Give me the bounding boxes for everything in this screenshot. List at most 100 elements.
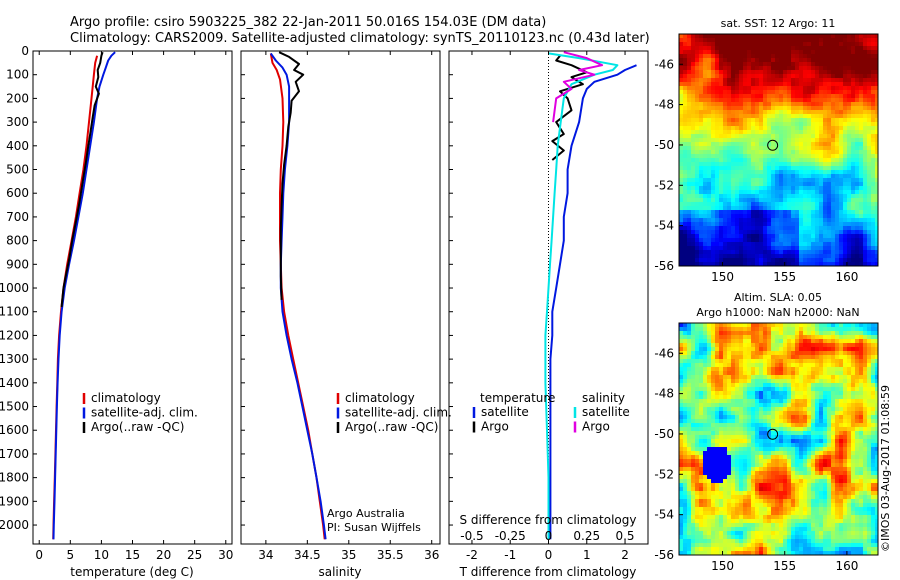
sst-map-cell — [799, 106, 804, 111]
sst-map-cell — [707, 50, 712, 55]
sst-map-cell — [759, 230, 764, 235]
sla-map-cell — [775, 399, 780, 404]
sla-map-cell — [735, 463, 740, 468]
sst-map-cell — [755, 114, 760, 119]
sla-map-cell — [787, 423, 792, 428]
sla-map-cell — [739, 387, 744, 392]
sla-map-cell — [747, 447, 752, 452]
sst-map-cell — [787, 238, 792, 243]
sla-map-cell — [811, 471, 816, 476]
sla-map-cell — [815, 455, 820, 460]
sla-map-cell — [771, 459, 776, 464]
sst-map-cell — [823, 54, 828, 59]
sst-map-cell — [695, 34, 700, 39]
sst-map-cell — [695, 234, 700, 239]
sla-map-cell — [803, 459, 808, 464]
sla-map-cell — [823, 327, 828, 332]
sst-map-cell — [779, 162, 784, 167]
sla-map-cell — [679, 435, 684, 440]
sst-map-cell — [763, 218, 768, 223]
sst-map-cell — [855, 178, 860, 183]
sst-map-cell — [795, 162, 800, 167]
sla-map-cell — [831, 451, 836, 456]
sla-map-cell — [819, 375, 824, 380]
sst-map-cell — [847, 150, 852, 155]
sst-map-cell — [843, 146, 848, 151]
sst-map-cell — [863, 102, 868, 107]
sst-map-cell — [819, 262, 824, 266]
sst-map-cell — [875, 70, 878, 75]
sst-map-cell — [727, 106, 732, 111]
sst-map-cell — [839, 114, 844, 119]
sst-map-cell — [735, 94, 740, 99]
sla-map-cell — [779, 415, 784, 420]
sst-map-cell — [799, 58, 804, 63]
sla-map-cell — [779, 359, 784, 364]
sla-map-cell — [855, 451, 860, 456]
sla-map-cell — [827, 447, 832, 452]
sla-map-cell — [707, 459, 712, 464]
sst-map-cell — [759, 174, 764, 179]
sla-map-cell — [727, 455, 732, 460]
sla-map-cell — [739, 467, 744, 472]
sst-map-cell — [875, 174, 878, 179]
sla-map-cell — [687, 447, 692, 452]
sst-map-cell — [727, 242, 732, 247]
sst-map-cell — [863, 46, 868, 51]
sla-map-cell — [787, 403, 792, 408]
sla-map-cell — [819, 467, 824, 472]
sst-map-cell — [851, 238, 856, 243]
sst-map-cell — [767, 134, 772, 139]
sst-map-cell — [871, 66, 876, 71]
sst-map-cell — [755, 50, 760, 55]
sst-map-cell — [827, 122, 832, 127]
sla-map-cell — [843, 431, 848, 436]
sla-map-cell — [723, 395, 728, 400]
sla-map-cell — [859, 447, 864, 452]
sla-map-cell — [699, 359, 704, 364]
sla-map-cell — [795, 331, 800, 336]
sst-map-cell — [687, 118, 692, 123]
sla-map-cell — [795, 323, 800, 328]
sst-map-cell — [835, 170, 840, 175]
sst-map-cell — [719, 126, 724, 131]
sst-map-cell — [703, 258, 708, 263]
sst-map-cell — [843, 78, 848, 83]
sst-map-cell — [731, 254, 736, 259]
sst-map-cell — [847, 202, 852, 207]
sst-map-cell — [807, 190, 812, 195]
sst-map-cell — [783, 126, 788, 131]
sst-map-cell — [851, 222, 856, 227]
sst-map-cell — [839, 134, 844, 139]
sla-map-cell — [759, 471, 764, 476]
sla-map-cell — [787, 407, 792, 412]
sst-map-cell — [783, 74, 788, 79]
sst-map-cell — [767, 214, 772, 219]
sst-map-cell — [795, 254, 800, 259]
sla-map-cell — [871, 371, 876, 376]
sla-map-cell — [791, 447, 796, 452]
sla-map-cell — [767, 419, 772, 424]
sla-map-cell — [819, 379, 824, 384]
sla-map-cell — [863, 375, 868, 380]
sla-map-cell — [763, 371, 768, 376]
sst-map-cell — [691, 190, 696, 195]
sla-map-cell — [875, 383, 878, 388]
sla-map-cell — [831, 463, 836, 468]
sst-map-cell — [807, 130, 812, 135]
sst-map-cell — [707, 58, 712, 63]
sla-map-cell — [699, 395, 704, 400]
sla-map-cell — [791, 343, 796, 348]
sst-map-cell — [767, 162, 772, 167]
sla-map-cell — [695, 339, 700, 344]
sla-map-cell — [783, 411, 788, 416]
sst-map-cell — [783, 138, 788, 143]
sla-map-cell — [807, 427, 812, 432]
sst-map-cell — [751, 46, 756, 51]
sst-map-cell — [687, 250, 692, 255]
sst-map-cell — [827, 146, 832, 151]
sst-map-cell — [759, 246, 764, 251]
sla-map-cell — [795, 467, 800, 472]
sst-map-cell — [815, 34, 820, 39]
sst-map-cell — [875, 114, 878, 119]
